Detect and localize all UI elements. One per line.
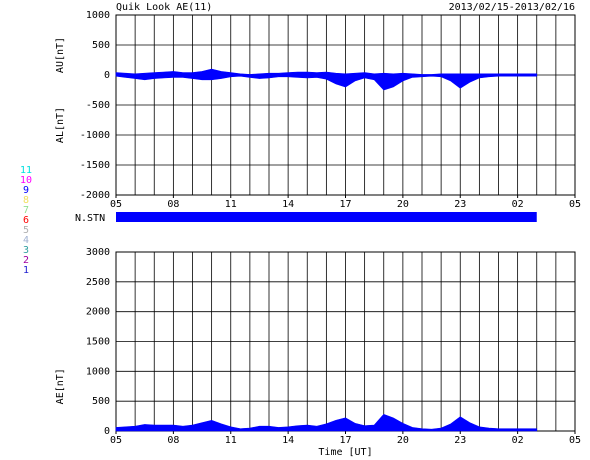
- x-tick-label: 05: [110, 435, 122, 446]
- station-legend: 9: [23, 185, 29, 196]
- y-tick-label: -1500: [80, 160, 110, 171]
- station-legend: 8: [23, 195, 29, 206]
- x-tick-label: 02: [512, 435, 524, 446]
- station-legend: 11: [20, 165, 32, 176]
- x-tick-label: 23: [454, 435, 466, 446]
- y-tick-label: -500: [86, 100, 110, 111]
- station-legend: 4: [23, 235, 29, 246]
- x-tick-label: 08: [167, 435, 179, 446]
- station-legend: 7: [23, 205, 29, 216]
- station-legend: 2: [23, 255, 29, 266]
- area-series: [115, 413, 538, 432]
- station-legend: 3: [23, 245, 29, 256]
- y-tick-label: 1000: [86, 10, 110, 21]
- y-tick-label: 0: [104, 70, 110, 81]
- x-tick-label: 20: [397, 199, 409, 210]
- y-tick-label: 500: [92, 396, 110, 407]
- chart-subtitle: 2013/02/15-2013/02/16: [449, 2, 575, 13]
- x-tick-label: 14: [282, 435, 294, 446]
- x-tick-label: 17: [339, 435, 351, 446]
- y-tick-label: 2000: [86, 307, 110, 318]
- y-tick-label: -1000: [80, 130, 110, 141]
- y-tick-label: 1000: [86, 366, 110, 377]
- x-tick-label: 02: [512, 199, 524, 210]
- station-legend: 1: [23, 265, 29, 276]
- x-tick-label: 08: [167, 199, 179, 210]
- station-legend: 5: [23, 225, 29, 236]
- y-tick-label: 500: [92, 40, 110, 51]
- y-tick-label: 1500: [86, 337, 110, 348]
- n-stn-label: N.STN: [75, 213, 105, 224]
- y-tick-label: 2500: [86, 277, 110, 288]
- y-axis-label: AE[nT]: [55, 368, 66, 404]
- y-axis-label: AL[nT]: [55, 107, 66, 143]
- x-tick-label: 23: [454, 199, 466, 210]
- station-legend: 10: [20, 175, 32, 186]
- x-axis-label: Time [UT]: [318, 447, 372, 458]
- y-axis-label: AU[nT]: [55, 37, 66, 73]
- x-tick-label: 05: [569, 435, 581, 446]
- x-tick-label: 17: [339, 199, 351, 210]
- y-tick-label: 0: [104, 426, 110, 437]
- x-tick-label: 14: [282, 199, 294, 210]
- y-tick-label: 3000: [86, 247, 110, 258]
- y-tick-label: -2000: [80, 190, 110, 201]
- x-tick-label: 11: [225, 435, 237, 446]
- area-series: [115, 74, 538, 91]
- x-tick-label: 05: [110, 199, 122, 210]
- n-stn-bar: [116, 212, 537, 222]
- station-legend: 6: [23, 215, 29, 226]
- x-tick-label: 05: [569, 199, 581, 210]
- area-series: [115, 68, 538, 76]
- x-tick-label: 11: [225, 199, 237, 210]
- chart-title: Quik Look AE(11): [116, 2, 212, 13]
- x-tick-label: 20: [397, 435, 409, 446]
